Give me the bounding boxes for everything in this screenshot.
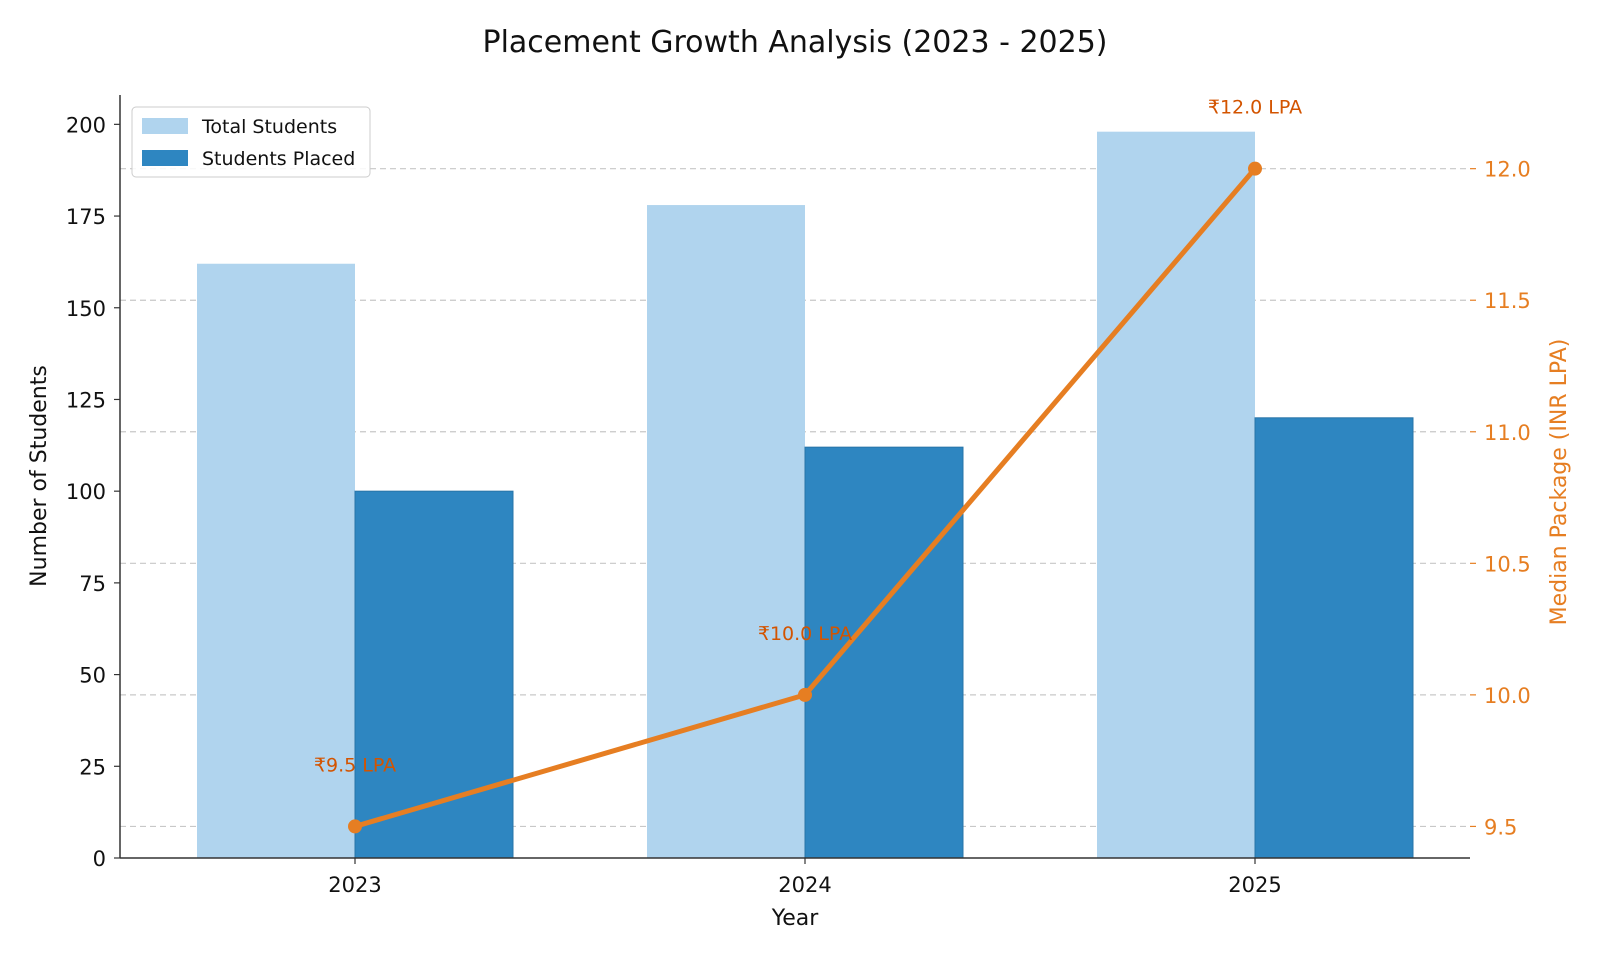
y-tick-label: 150 xyxy=(66,297,106,321)
y-tick-label: 0 xyxy=(93,847,106,871)
y-tick-label: 100 xyxy=(66,480,106,504)
y-tick-label: 50 xyxy=(79,664,106,688)
x-tick-label: 2025 xyxy=(1228,873,1281,897)
bar-students-placed xyxy=(354,490,514,859)
legend-label: Students Placed xyxy=(202,148,355,170)
legend-swatch xyxy=(142,118,188,134)
bar-students-placed xyxy=(804,446,964,859)
median-package-point xyxy=(1248,161,1262,176)
y-tick-label: 200 xyxy=(66,113,106,137)
bar-total-students xyxy=(197,263,355,859)
y2-tick-label: 9.5 xyxy=(1484,815,1517,839)
chart-title: Placement Growth Analysis (2023 - 2025) xyxy=(482,25,1107,60)
y2-tick-label: 10.5 xyxy=(1484,552,1531,576)
bar-total-students xyxy=(647,205,805,858)
y2-tick-label: 11.5 xyxy=(1484,289,1531,313)
y2-tick-label: 10.0 xyxy=(1484,684,1531,708)
legend xyxy=(131,106,371,178)
y-tick-label: 175 xyxy=(66,205,106,229)
y-tick-label: 75 xyxy=(79,572,106,596)
y-axis-label: Number of Students xyxy=(27,365,52,587)
y2-axis-label: Median Package (INR LPA) xyxy=(1547,339,1572,626)
x-tick-label: 2024 xyxy=(778,873,831,897)
y2-tick-label: 12.0 xyxy=(1484,158,1531,182)
x-tick-label: 2023 xyxy=(328,873,381,897)
data-label: ₹12.0 LPA xyxy=(1208,97,1302,119)
data-label: ₹10.0 LPA xyxy=(758,623,852,645)
legend-swatch xyxy=(142,150,188,166)
legend-label: Total Students xyxy=(201,116,337,138)
bar-students-placed xyxy=(1254,417,1414,859)
x-axis-label: Year xyxy=(771,906,820,931)
data-label: ₹9.5 LPA xyxy=(314,754,396,776)
bar-total-students xyxy=(1097,131,1255,859)
y-tick-label: 25 xyxy=(79,755,106,779)
median-package-point xyxy=(798,687,812,702)
median-package-point xyxy=(348,819,362,834)
y2-tick-label: 11.0 xyxy=(1484,421,1531,445)
y-tick-label: 125 xyxy=(66,388,106,412)
